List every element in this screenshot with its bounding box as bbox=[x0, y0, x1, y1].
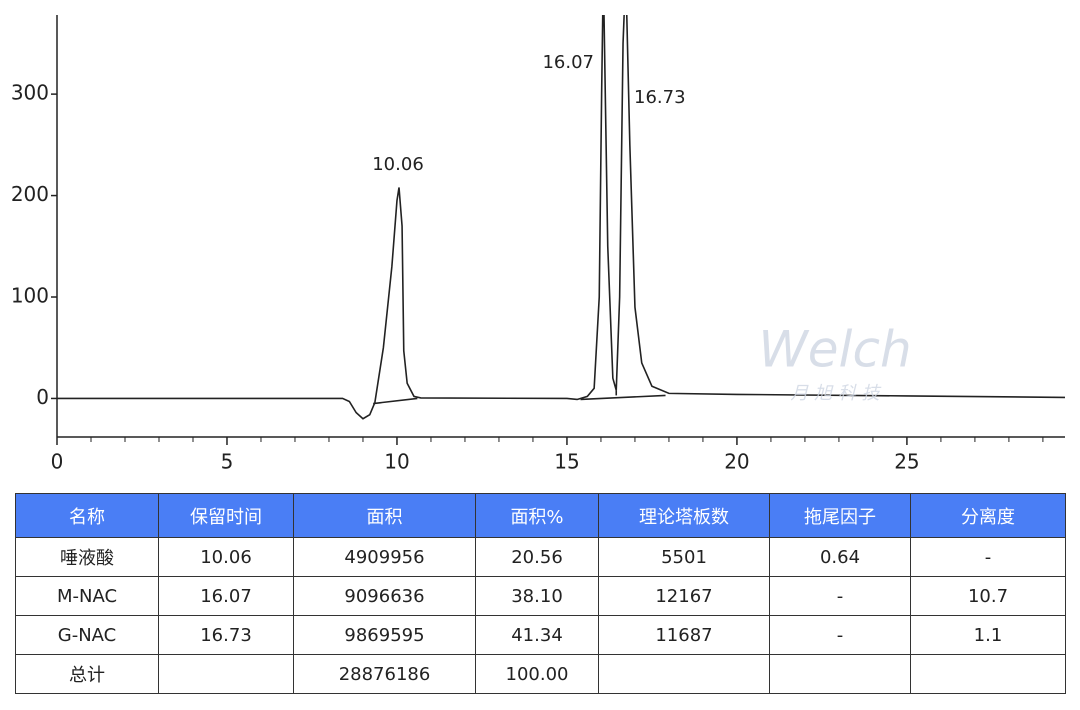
table-row: 总计 28876186 100.00 bbox=[15, 654, 1066, 694]
result-table: 名称 保留时间 面积 面积% 理论塔板数 拖尾因子 分离度 唾液酸 10.06 4909956 2… bbox=[15, 493, 1066, 694]
table-row: 唾液酸 10.06 4909956 20.56 5501 0.64- bbox=[15, 537, 1066, 577]
header-cell: 面积 bbox=[293, 493, 476, 538]
x-tick-label: 0 bbox=[51, 450, 64, 474]
header-cell: 面积% bbox=[475, 493, 599, 538]
table-cell: G-NAC bbox=[15, 615, 159, 655]
table-cell: 38.10 bbox=[475, 576, 599, 616]
y-tick-label: 100 bbox=[11, 284, 49, 308]
table-cell: 9869595 bbox=[293, 615, 476, 655]
table-cell: 20.56 bbox=[475, 537, 599, 577]
table-cell: 唾液酸 bbox=[15, 537, 159, 577]
table-cell: - bbox=[769, 576, 911, 616]
peak-label: 16.73 bbox=[634, 87, 686, 108]
header-cell: 拖尾因子 bbox=[769, 493, 911, 538]
table-cell: - bbox=[910, 537, 1066, 577]
table-cell: M-NAC bbox=[15, 576, 159, 616]
table-cell: 4909956 bbox=[293, 537, 476, 577]
table-cell: 10.7 bbox=[910, 576, 1066, 616]
header-row: 名称 保留时间 面积 面积% 理论塔板数 拖尾因子 分离度 bbox=[15, 493, 1066, 538]
table-cell bbox=[769, 654, 911, 694]
table-row: M-NAC 16.07 9096636 38.10 12167-10.7 bbox=[15, 576, 1066, 616]
table-cell bbox=[158, 654, 294, 694]
signal-line bbox=[373, 397, 418, 405]
table-cell bbox=[598, 654, 770, 694]
table-cell: 5501 bbox=[598, 537, 770, 577]
table-cell: 0.64 bbox=[769, 537, 911, 577]
y-tick-label: 200 bbox=[11, 182, 49, 206]
table-cell: 16.07 bbox=[158, 576, 294, 616]
watermark-logo: Welch bbox=[758, 321, 911, 379]
peak-label: 16.07 bbox=[542, 52, 594, 73]
x-tick-label: 10 bbox=[384, 450, 409, 474]
table-cell: 16.73 bbox=[158, 615, 294, 655]
signal-line bbox=[580, 394, 666, 401]
table-row: G-NAC 16.73 9869595 41.34 11687-1.1 bbox=[15, 615, 1066, 655]
x-tick-label: 20 bbox=[724, 450, 749, 474]
table-cell: 100.00 bbox=[475, 654, 599, 694]
watermark-text: 月 旭 科 技 bbox=[790, 383, 881, 404]
plot-area bbox=[57, 15, 1066, 420]
table-cell bbox=[910, 654, 1066, 694]
signal-line bbox=[57, 15, 1066, 420]
table-cell: 10.06 bbox=[158, 537, 294, 577]
header-cell: 保留时间 bbox=[158, 493, 294, 538]
y-tick-label: 0 bbox=[36, 385, 49, 409]
header-cell: 分离度 bbox=[910, 493, 1066, 538]
peak-label: 10.06 bbox=[372, 154, 424, 175]
table-cell: 1.1 bbox=[910, 615, 1066, 655]
x-tick-label: 5 bbox=[221, 450, 234, 474]
x-tick-label: 15 bbox=[554, 450, 579, 474]
table-cell: 28876186 bbox=[293, 654, 476, 694]
table-cell: - bbox=[769, 615, 911, 655]
y-tick-label: 300 bbox=[11, 81, 49, 105]
table-cell: 9096636 bbox=[293, 576, 476, 616]
table-cell: 11687 bbox=[598, 615, 770, 655]
table-cell: 12167 bbox=[598, 576, 770, 616]
table-cell: 总计 bbox=[15, 654, 159, 694]
header-cell: 理论塔板数 bbox=[598, 493, 770, 538]
x-tick-label: 25 bbox=[894, 450, 919, 474]
header-cell: 名称 bbox=[15, 493, 159, 538]
table-cell: 41.34 bbox=[475, 615, 599, 655]
chart: 0 100 200 300 0 5 10 15 20 25 Welch 月 旭 科 技 10.06 16.… bbox=[11, 15, 1066, 474]
